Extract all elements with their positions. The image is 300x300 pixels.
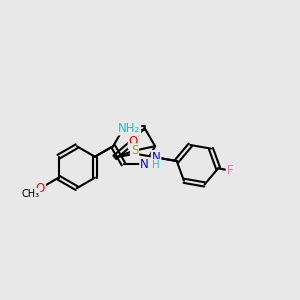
Text: O: O	[36, 182, 45, 195]
Text: NH₂: NH₂	[118, 122, 140, 135]
Text: CH₃: CH₃	[21, 189, 40, 199]
Text: H: H	[152, 160, 160, 170]
Text: N: N	[152, 151, 161, 164]
Text: N: N	[140, 158, 149, 171]
Text: F: F	[226, 164, 233, 177]
Text: O: O	[129, 135, 138, 148]
Text: S: S	[131, 144, 138, 157]
